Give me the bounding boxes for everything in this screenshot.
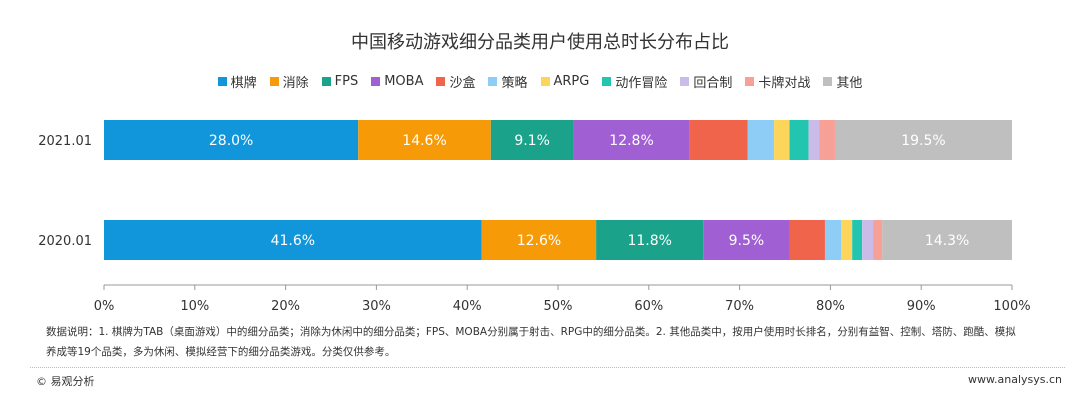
bar-segment: [873, 220, 883, 260]
legend-swatch: [602, 77, 612, 86]
legend-item: FPS: [321, 72, 359, 91]
data-label: 14.6%: [402, 133, 446, 149]
legend-label: 动作冒险: [615, 76, 668, 91]
legend-swatch: [321, 77, 331, 86]
legend-item: MOBA: [371, 72, 423, 91]
data-label: 28.0%: [209, 133, 253, 149]
x-tick-label: 20%: [271, 299, 300, 314]
x-tick-label: 0%: [94, 299, 115, 314]
legend-item: 棋牌: [217, 72, 257, 91]
legend: 棋牌 消除 FPS MOBA 沙盒 策略 ARPG 动作冒险 回合制 卡牌对战 其他: [0, 72, 1080, 91]
x-tick-label: 10%: [180, 299, 209, 314]
x-tick-label: 90%: [907, 299, 936, 314]
note-line-2: 养成等19个品类，多为休闲、模拟经营下的细分品类游戏。分类仅供参考。: [46, 346, 396, 358]
legend-label: 其他: [836, 76, 863, 91]
legend-label: 沙盒: [449, 76, 476, 91]
data-label: 9.1%: [514, 133, 550, 149]
legend-swatch: [823, 77, 833, 86]
bar-segment: [824, 220, 842, 260]
legend-label: 策略: [501, 76, 528, 91]
category-label: 2020.01: [38, 234, 92, 249]
bar-segment: [852, 220, 863, 260]
bar-segment: [882, 220, 1012, 260]
bar-segment: [789, 220, 825, 260]
data-label: 12.6%: [517, 233, 561, 249]
legend-swatch: [371, 77, 381, 86]
x-tick-label: 60%: [634, 299, 663, 314]
bar-segment: [841, 220, 853, 260]
data-label: 19.5%: [901, 133, 945, 149]
legend-label: ARPG: [553, 74, 590, 89]
legend-item: 卡牌对战: [745, 72, 810, 91]
x-tick-label: 50%: [544, 299, 573, 314]
legend-item: 回合制: [680, 72, 732, 91]
x-tick-label: 40%: [453, 299, 482, 314]
note-line-1: 数据说明：1. 棋牌为TAB（桌面游戏）中的细分品类；消除为休闲中的细分品类；F…: [46, 326, 1016, 338]
legend-item: 消除: [269, 72, 309, 91]
bar-segment: [104, 120, 359, 160]
legend-swatch: [745, 77, 755, 86]
plot-area: 2021.01 28.0% 14.6% 9.1% 12.8% 19.5% 2020.01 41…: [38, 120, 1031, 314]
legend-label: 卡牌对战: [758, 76, 811, 91]
legend-label: 回合制: [693, 76, 733, 91]
bar-segment: [490, 120, 574, 160]
bar-segment: [862, 220, 874, 260]
legend-label: MOBA: [384, 74, 424, 89]
divider: [30, 367, 1065, 368]
legend-label: 棋牌: [230, 76, 257, 91]
x-tick-label: 80%: [816, 299, 845, 314]
bar-segment: [789, 120, 809, 160]
x-tick-label: 70%: [725, 299, 754, 314]
bar-segment: [358, 120, 491, 160]
bar-segment: [104, 220, 482, 260]
legend-item: 动作冒险: [602, 72, 667, 91]
bar-segment: [834, 120, 1012, 160]
legend-swatch: [540, 77, 550, 86]
bar-segment: [808, 120, 820, 160]
bar-segment: [596, 220, 704, 260]
data-label: 12.8%: [609, 133, 653, 149]
chart-title: 中国移动游戏细分品类用户使用总时长分布占比: [351, 32, 729, 53]
data-label: 11.8%: [627, 233, 671, 249]
legend-swatch: [269, 77, 279, 86]
site-url: www.analysys.cn: [968, 373, 1062, 386]
data-label: 9.5%: [729, 233, 765, 249]
legend-item: 其他: [823, 72, 862, 91]
legend-label: 消除: [282, 76, 309, 91]
bar-segment: [481, 220, 597, 260]
bar-segment: [689, 120, 748, 160]
x-tick-label: 30%: [362, 299, 391, 314]
x-tick-label: 100%: [993, 299, 1030, 314]
bar-segment: [819, 120, 835, 160]
legend-swatch: [680, 77, 690, 86]
legend-item: 沙盒: [436, 72, 475, 91]
legend-swatch: [217, 77, 227, 86]
legend-item: 策略: [488, 72, 528, 91]
bar-segment: [703, 220, 790, 260]
legend-label: FPS: [334, 74, 359, 89]
copyright: © 易观分析: [36, 375, 95, 388]
data-label: 41.6%: [271, 233, 315, 249]
bar-segment: [747, 120, 775, 160]
data-label: 14.3%: [925, 233, 969, 249]
bar-segment: [573, 120, 690, 160]
legend-swatch: [488, 77, 498, 86]
category-label: 2021.01: [38, 134, 92, 149]
bar-segment: [774, 120, 790, 160]
legend-swatch: [436, 77, 446, 86]
legend-item: ARPG: [540, 72, 590, 91]
